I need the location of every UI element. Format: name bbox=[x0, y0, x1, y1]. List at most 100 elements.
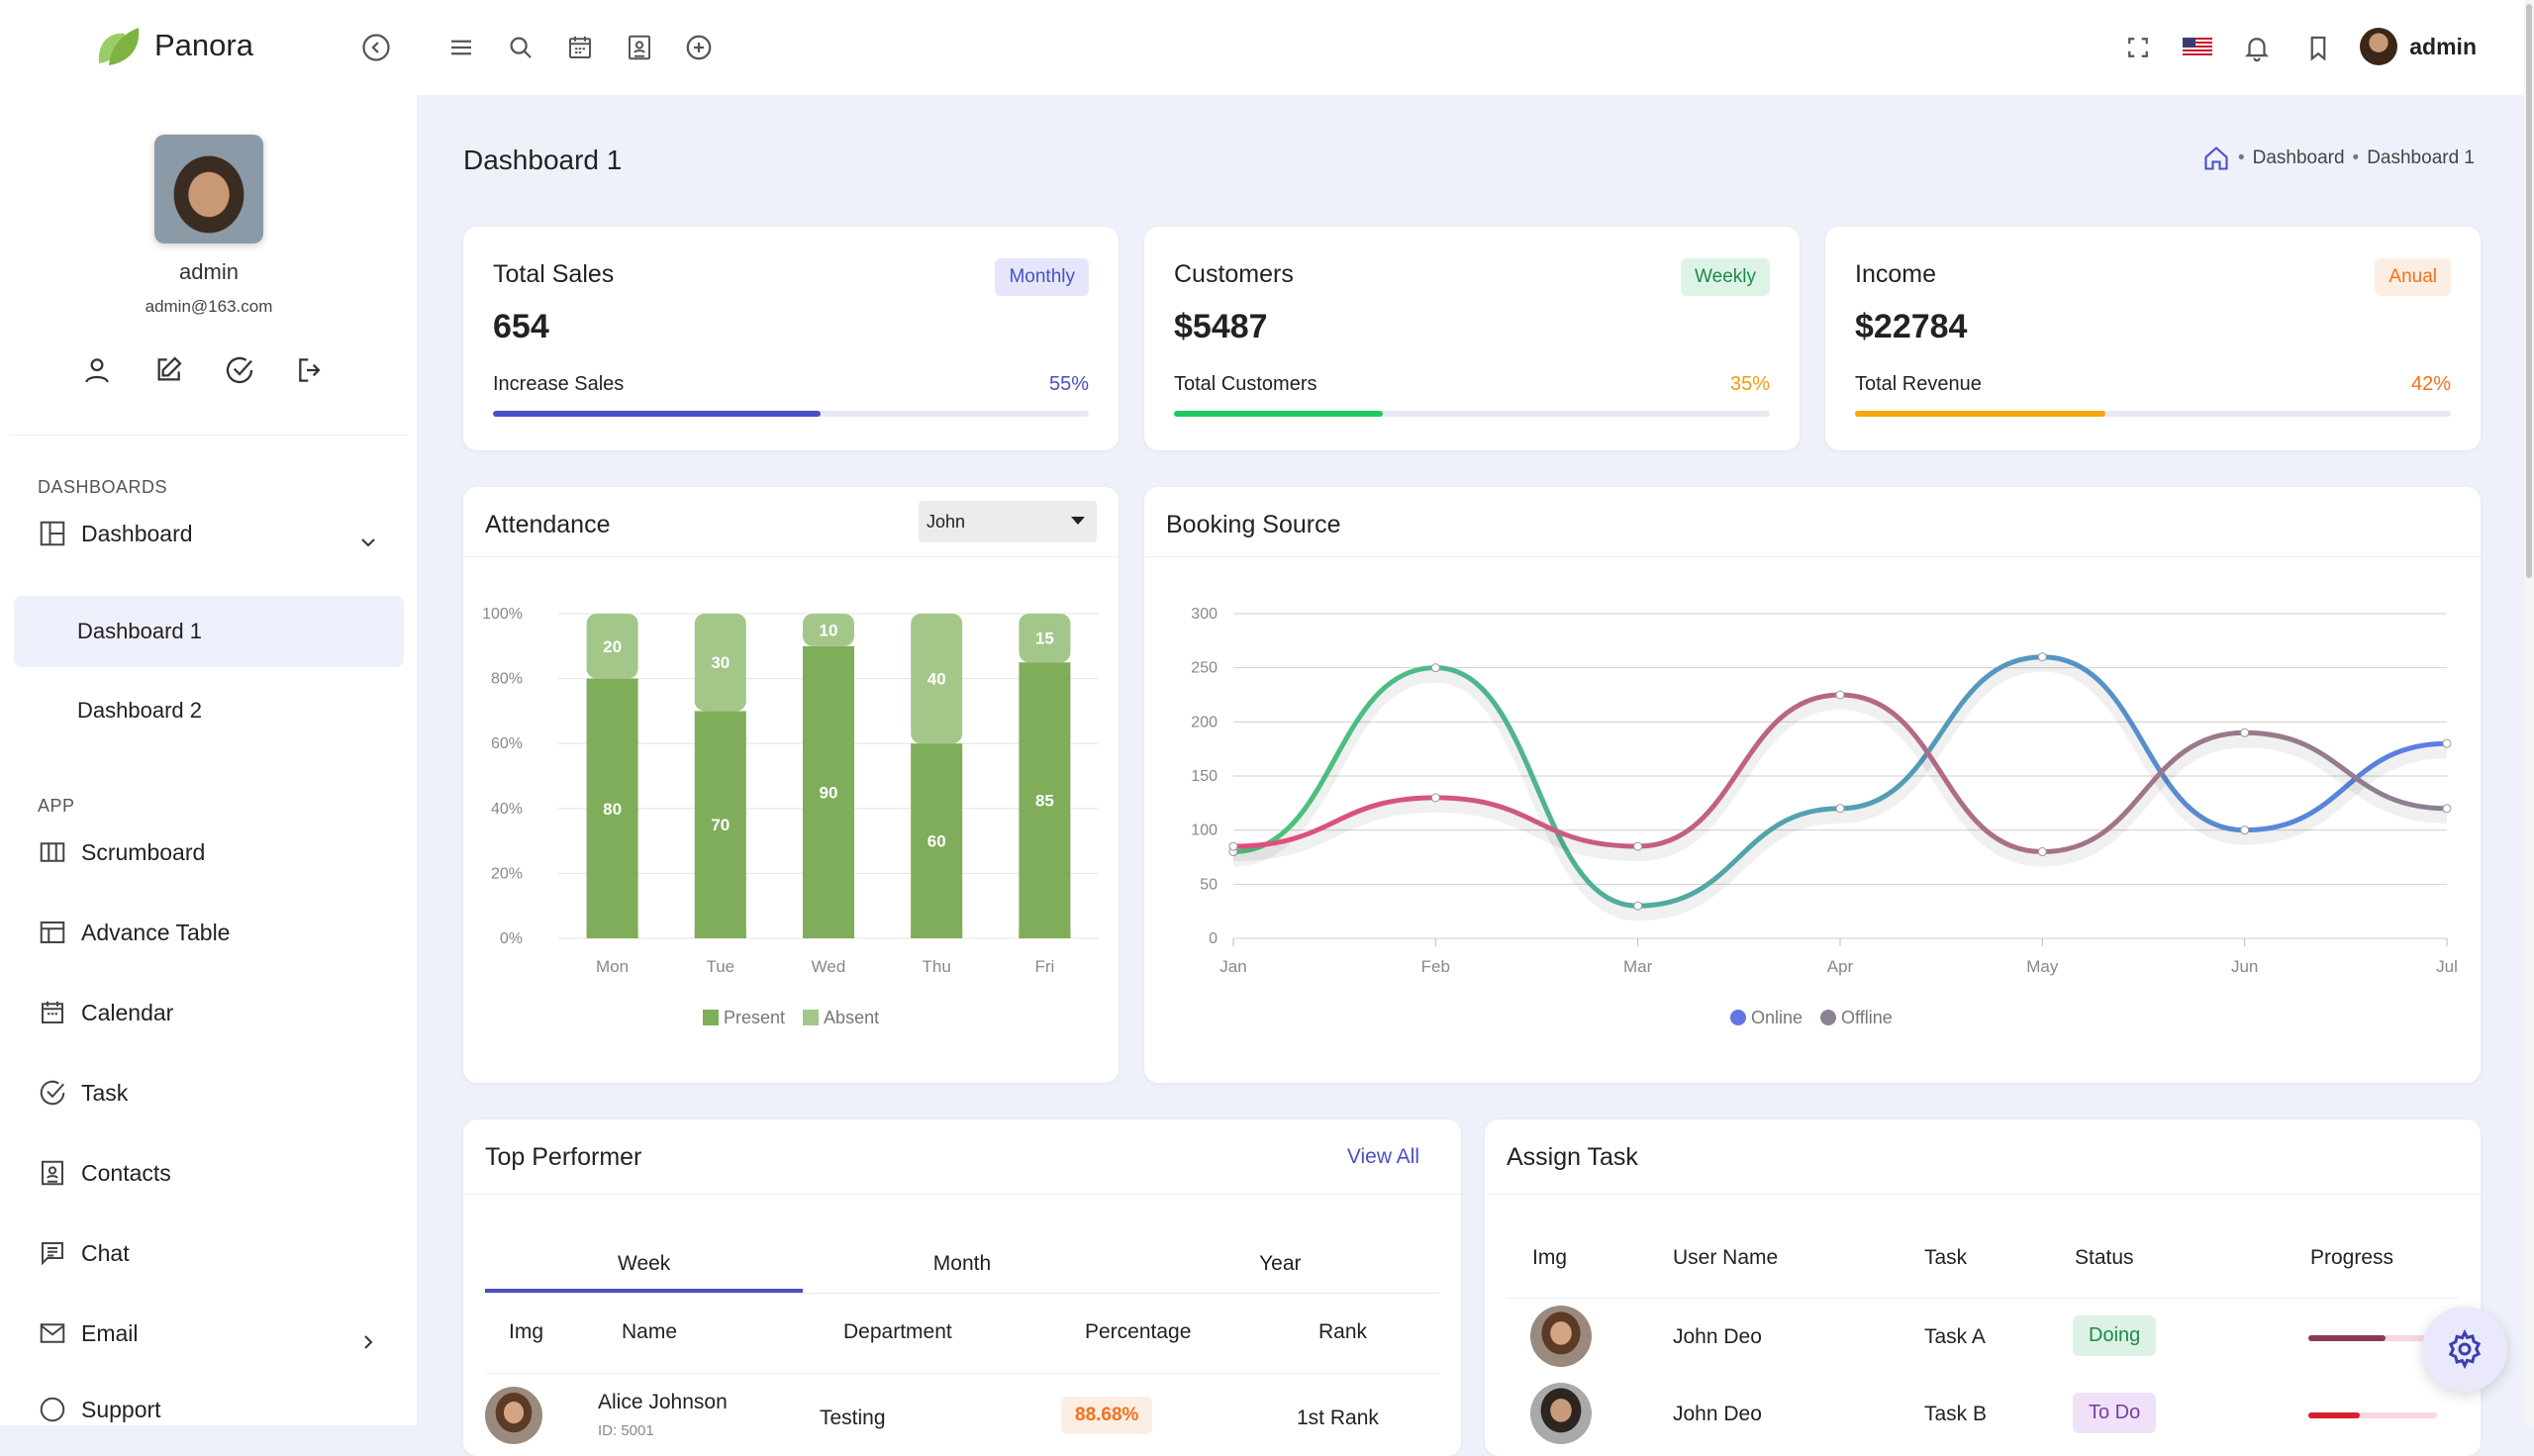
bar-present bbox=[586, 678, 638, 938]
sidebar-item-contacts[interactable]: Contacts bbox=[38, 1158, 171, 1188]
progress-fill bbox=[2308, 1412, 2360, 1418]
stat-footer-label: Increase Sales bbox=[493, 373, 625, 395]
user-icon[interactable] bbox=[81, 354, 113, 386]
stat-percentage: 55% bbox=[1048, 373, 1089, 395]
y-tick-label: 300 bbox=[1191, 606, 1218, 623]
fullscreen-icon[interactable] bbox=[2118, 28, 2158, 67]
series-shadow bbox=[1232, 695, 2448, 867]
sidebar-item-advance-table[interactable]: Advance Table bbox=[38, 918, 230, 947]
calendar-icon[interactable] bbox=[560, 28, 600, 67]
breadcrumb-item[interactable]: Dashboard bbox=[2252, 147, 2345, 168]
sidebar-item-label: Scrumboard bbox=[81, 838, 206, 865]
attendance-chart: 0% 20% 40% 60% 80% 100% 80 20 Mon 70 30 Tue 90 10 Wed 6… bbox=[482, 606, 1099, 976]
stat-value: $5487 bbox=[1174, 308, 1268, 345]
tab-month[interactable]: Month bbox=[932, 1252, 992, 1275]
search-icon[interactable] bbox=[501, 28, 540, 67]
caret-down-icon bbox=[1071, 517, 1085, 525]
bar-base bbox=[1019, 928, 1071, 938]
home-icon[interactable] bbox=[2202, 145, 2230, 172]
us-flag-icon[interactable] bbox=[2178, 28, 2217, 67]
sidebar-item-dashboard-1[interactable]: Dashboard 1 bbox=[14, 596, 404, 667]
menu-icon[interactable] bbox=[441, 28, 481, 67]
booking-title: Booking Source bbox=[1166, 511, 1341, 538]
data-point bbox=[2037, 652, 2047, 662]
scrollbar-thumb[interactable] bbox=[2526, 4, 2532, 578]
chevron-right-icon[interactable] bbox=[356, 1330, 380, 1354]
sidebar-item-chat[interactable]: Chat bbox=[38, 1238, 130, 1268]
sidebar-item-dashboard[interactable]: Dashboard bbox=[38, 519, 193, 548]
stat-title: Customers bbox=[1174, 260, 1294, 288]
data-point bbox=[2240, 825, 2250, 835]
progress-fill bbox=[1855, 411, 2105, 417]
check-circle-icon[interactable] bbox=[224, 354, 255, 386]
sidebar-item-calendar[interactable]: Calendar bbox=[38, 998, 173, 1027]
data-label: 60 bbox=[927, 832, 946, 851]
divider bbox=[10, 435, 407, 436]
page-scrollbar[interactable] bbox=[2524, 0, 2534, 1425]
stat-percentage: 35% bbox=[1729, 373, 1770, 395]
stat-footer-label: Total Revenue bbox=[1855, 373, 1982, 395]
view-all-link[interactable]: View All bbox=[1346, 1145, 1419, 1168]
sidebar-item-support[interactable]: Support bbox=[38, 1395, 161, 1424]
attendance-card: Attendance John 0% 20% 40% 60% 80% 100% 80 20 Mo… bbox=[463, 487, 1119, 1083]
y-tick-label: 100 bbox=[1191, 823, 1218, 839]
bar-base bbox=[694, 928, 746, 938]
col-header-user-name: User Name bbox=[1673, 1246, 1779, 1269]
bar-present bbox=[803, 645, 854, 938]
notification-bell-icon[interactable] bbox=[2237, 28, 2277, 67]
sidebar-item-label: Email bbox=[81, 1319, 139, 1346]
x-tick-label: Jun bbox=[2231, 957, 2258, 976]
chevron-down-icon[interactable] bbox=[356, 531, 380, 554]
y-tick-label: 250 bbox=[1191, 660, 1218, 677]
progress-bar bbox=[493, 411, 1089, 417]
sidebar-item-dashboard-2[interactable]: Dashboard 2 bbox=[77, 698, 202, 723]
tab-week[interactable]: Week bbox=[485, 1246, 804, 1293]
logo[interactable]: Panora bbox=[95, 24, 253, 67]
col-header-rank: Rank bbox=[1318, 1320, 1368, 1343]
bar-present bbox=[911, 743, 963, 938]
data-point bbox=[1835, 804, 1845, 814]
logout-icon[interactable] bbox=[295, 354, 327, 386]
data-label: 10 bbox=[820, 621, 838, 639]
y-tick-label: 100% bbox=[482, 606, 523, 623]
bar-present bbox=[1019, 662, 1071, 938]
settings-gear-button[interactable] bbox=[2422, 1307, 2507, 1392]
collapse-sidebar-icon[interactable] bbox=[356, 28, 396, 67]
booking-source-chart: 0 50 100 150 200 250 300 Jan Feb Mar Apr May Jun Jul bbox=[1191, 606, 2458, 976]
avatar bbox=[1530, 1383, 1592, 1444]
booking-legend: Online Offline bbox=[1730, 1008, 1893, 1028]
contacts-icon[interactable] bbox=[620, 28, 659, 67]
stat-value: 654 bbox=[493, 308, 549, 345]
bar-present bbox=[694, 711, 746, 938]
data-point bbox=[2240, 728, 2250, 737]
sidebar-item-email[interactable]: Email bbox=[38, 1318, 139, 1348]
sidebar-item-scrumboard[interactable]: Scrumboard bbox=[38, 837, 205, 867]
tab-year[interactable]: Year bbox=[1259, 1252, 1302, 1275]
user-menu[interactable]: admin bbox=[2360, 28, 2477, 65]
legend-absent[interactable]: Absent bbox=[803, 1008, 879, 1028]
task-name: Task B bbox=[1924, 1403, 1988, 1425]
task-name: Task A bbox=[1924, 1325, 1986, 1348]
stat-title: Income bbox=[1855, 260, 1936, 288]
stat-footer-label: Total Customers bbox=[1174, 373, 1317, 395]
x-tick-label: Jan bbox=[1219, 957, 1246, 976]
sidebar-item-label: Chat bbox=[81, 1239, 130, 1266]
data-label: 15 bbox=[1035, 630, 1054, 648]
legend-online[interactable]: Online bbox=[1730, 1008, 1803, 1028]
edit-icon[interactable] bbox=[152, 354, 184, 386]
sidebar-item-task[interactable]: Task bbox=[38, 1078, 128, 1108]
attendance-title: Attendance bbox=[485, 511, 611, 538]
employee-select[interactable]: John bbox=[919, 501, 1097, 542]
performer-rank: 1st Rank bbox=[1297, 1407, 1379, 1429]
legend-present[interactable]: Present bbox=[703, 1008, 785, 1028]
bar-absent bbox=[803, 614, 854, 646]
add-circle-icon[interactable] bbox=[679, 28, 719, 67]
col-header-img: Img bbox=[1532, 1246, 1568, 1269]
attendance-legend: Present Absent bbox=[703, 1008, 879, 1028]
legend-offline[interactable]: Offline bbox=[1820, 1008, 1893, 1028]
data-point bbox=[2442, 804, 2452, 814]
task-progress-bar bbox=[2308, 1335, 2437, 1341]
progress-bar bbox=[1855, 411, 2451, 417]
col-header-img: Img bbox=[509, 1320, 544, 1343]
bookmark-icon[interactable] bbox=[2298, 28, 2338, 67]
